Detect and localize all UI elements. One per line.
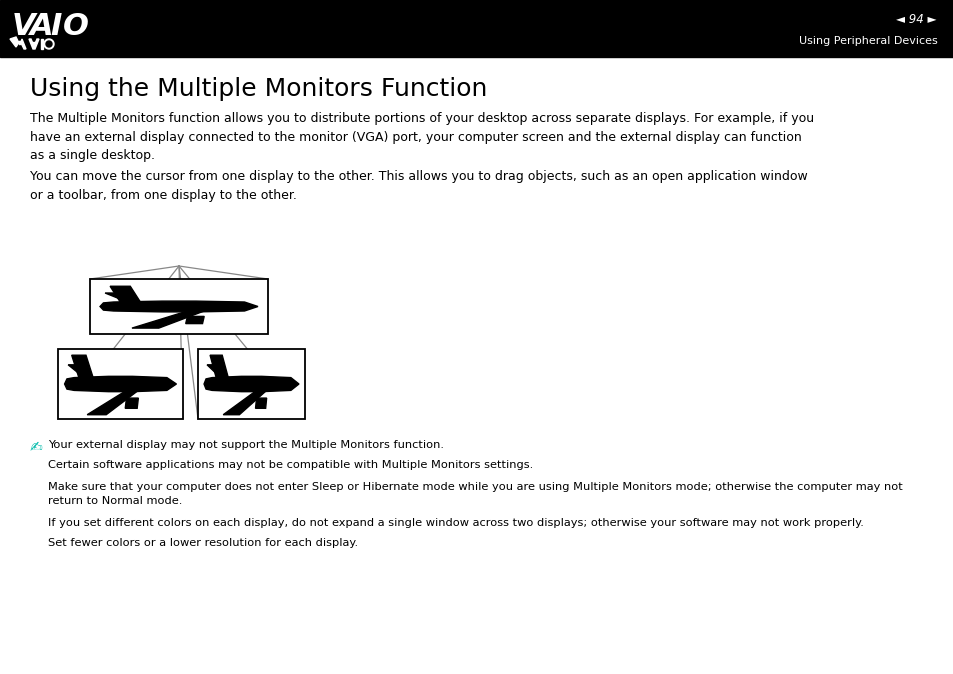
Polygon shape (110, 286, 140, 302)
Polygon shape (31, 42, 36, 43)
Polygon shape (186, 316, 204, 324)
Polygon shape (71, 355, 93, 377)
Polygon shape (41, 39, 43, 49)
Text: ✍: ✍ (30, 439, 43, 454)
Text: V: V (12, 12, 35, 41)
Polygon shape (87, 390, 138, 415)
Polygon shape (223, 390, 267, 415)
Text: The Multiple Monitors function allows you to distribute portions of your desktop: The Multiple Monitors function allows yo… (30, 112, 813, 162)
Polygon shape (210, 355, 228, 377)
Text: Make sure that your computer does not enter Sleep or Hibernate mode while you ar: Make sure that your computer does not en… (48, 482, 902, 506)
Text: Using Peripheral Devices: Using Peripheral Devices (799, 36, 937, 46)
Text: I: I (50, 12, 61, 41)
Text: Your external display may not support the Multiple Monitors function.: Your external display may not support th… (48, 440, 443, 450)
Polygon shape (204, 376, 298, 392)
Text: Set fewer colors or a lower resolution for each display.: Set fewer colors or a lower resolution f… (48, 538, 357, 548)
Bar (198, 349, 305, 419)
Text: ◄ 94 ►: ◄ 94 ► (895, 13, 935, 26)
Text: If you set different colors on each display, do not expand a single window acros: If you set different colors on each disp… (48, 518, 863, 528)
Text: O: O (63, 12, 89, 41)
Bar (0, 0, 953, 57)
Text: A: A (30, 12, 53, 41)
Polygon shape (46, 41, 52, 47)
Text: You can move the cursor from one display to the other. This allows you to drag o: You can move the cursor from one display… (30, 170, 807, 202)
Text: Certain software applications may not be compatible with Multiple Monitors setti: Certain software applications may not be… (48, 460, 533, 470)
Polygon shape (125, 398, 138, 408)
Bar (90, 279, 268, 334)
Bar (58, 349, 183, 419)
Polygon shape (132, 311, 204, 328)
Polygon shape (65, 376, 176, 392)
Polygon shape (105, 293, 137, 301)
Polygon shape (10, 37, 26, 49)
Polygon shape (68, 365, 91, 376)
Polygon shape (44, 39, 54, 49)
Text: Using the Multiple Monitors Function: Using the Multiple Monitors Function (30, 77, 487, 101)
Polygon shape (207, 365, 226, 376)
Polygon shape (100, 301, 257, 312)
Polygon shape (255, 398, 267, 408)
Polygon shape (29, 39, 39, 49)
